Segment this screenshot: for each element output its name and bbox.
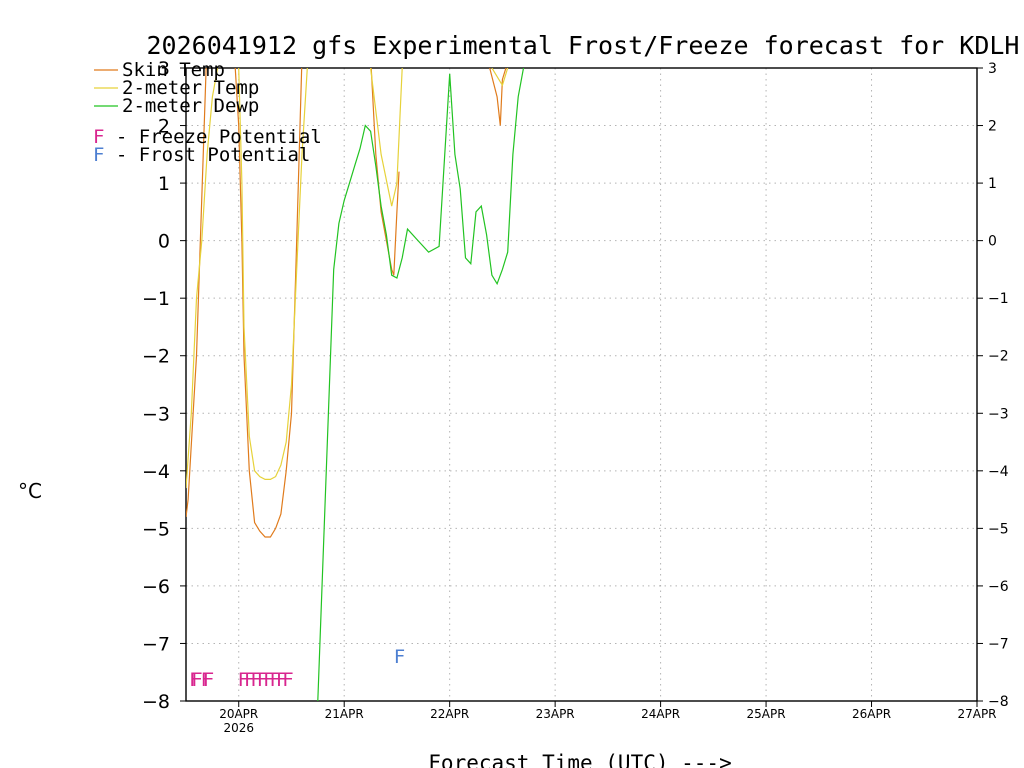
- y-axis-label: °C: [18, 479, 42, 503]
- y-tick-label-right: −2: [988, 349, 1009, 365]
- x-tick-label: 22APR: [430, 707, 469, 721]
- axis-ticks: 3 3 2 2 1 1 0 0 −1 −1 −2 −2 −3 −3 −4 −4 −5 −5 −6 −6 −7 −7 −8 −8…: [142, 58, 1009, 735]
- frost-marker: F: [394, 646, 405, 668]
- y-tick-label-right: −4: [988, 464, 1009, 480]
- y-tick-label-right: 0: [988, 234, 997, 250]
- y-tick-label: −3: [142, 403, 170, 425]
- y-tick-label-right: −7: [988, 636, 1009, 652]
- x-tick-label: 27APR: [957, 707, 996, 721]
- 2-meter-temp-line-segment-2: [370, 68, 403, 207]
- legend-marker-letter: F: [93, 126, 104, 148]
- x-tick-label: 25APR: [747, 707, 786, 721]
- y-tick-label: 3: [158, 58, 170, 80]
- y-tick-label: 1: [158, 173, 170, 195]
- x-tick-label: 20APR: [219, 707, 258, 721]
- x-tick-label: 23APR: [536, 707, 575, 721]
- 2-meter-temp-line-segment-3: [491, 68, 509, 87]
- y-tick-label-right: −5: [988, 521, 1009, 537]
- y-tick-label: −7: [142, 633, 170, 655]
- y-tick-label-right: −3: [988, 406, 1009, 422]
- y-tick-label-right: 3: [988, 61, 997, 77]
- y-tick-label: 2: [158, 116, 170, 138]
- x-tick-label: 24APR: [641, 707, 680, 721]
- chart-title: 2026041912 gfs Experimental Frost/Freeze…: [147, 31, 1020, 60]
- y-tick-label: −2: [142, 346, 170, 368]
- y-tick-label-right: 2: [988, 119, 997, 135]
- series-lines: [186, 68, 525, 701]
- grid-lines: [186, 68, 977, 701]
- y-tick-label: −1: [142, 288, 170, 310]
- legend-label: Skin Temp: [122, 59, 225, 81]
- legend-label: 2-meter Temp: [122, 77, 259, 99]
- x-tick-label: 21APR: [325, 707, 364, 721]
- 2-meter-dewp-line: [317, 68, 525, 701]
- legend-marker-text: - Freeze Potential: [104, 126, 321, 148]
- y-tick-label-right: −8: [988, 694, 1009, 710]
- y-tick-label: −5: [142, 518, 170, 540]
- x-axis-label: Forecast Time (UTC) --->: [428, 751, 731, 768]
- y-tick-label: 0: [158, 231, 170, 253]
- legend-label: 2-meter Dewp: [122, 95, 259, 117]
- y-tick-label: −4: [142, 461, 170, 483]
- freeze-marker: FF: [189, 669, 212, 691]
- x-tick-label: 26APR: [852, 707, 891, 721]
- legend-marker-entry: F - Freeze Potential: [93, 126, 322, 148]
- y-tick-label-right: −1: [988, 291, 1009, 307]
- skin-temp-line-segment-3: [489, 68, 507, 126]
- y-tick-label: −8: [142, 691, 170, 713]
- y-tick-label-right: −6: [988, 579, 1009, 595]
- x-year-label: 2026: [223, 721, 254, 735]
- y-tick-label-right: 1: [988, 176, 997, 192]
- freeze-marker: FF: [191, 669, 214, 691]
- freeze-marker: FFFFFFFF: [238, 669, 294, 691]
- legend-marker-entry: F - Frost Potential: [93, 144, 310, 166]
- plot-frame: [185, 67, 978, 702]
- skin-temp-line-segment-2: [370, 68, 400, 276]
- 2-meter-temp-line: [186, 68, 308, 489]
- y-tick-label: −6: [142, 576, 170, 598]
- legend-marker-text: - Frost Potential: [104, 144, 310, 166]
- legend-marker-letter: F: [93, 144, 104, 166]
